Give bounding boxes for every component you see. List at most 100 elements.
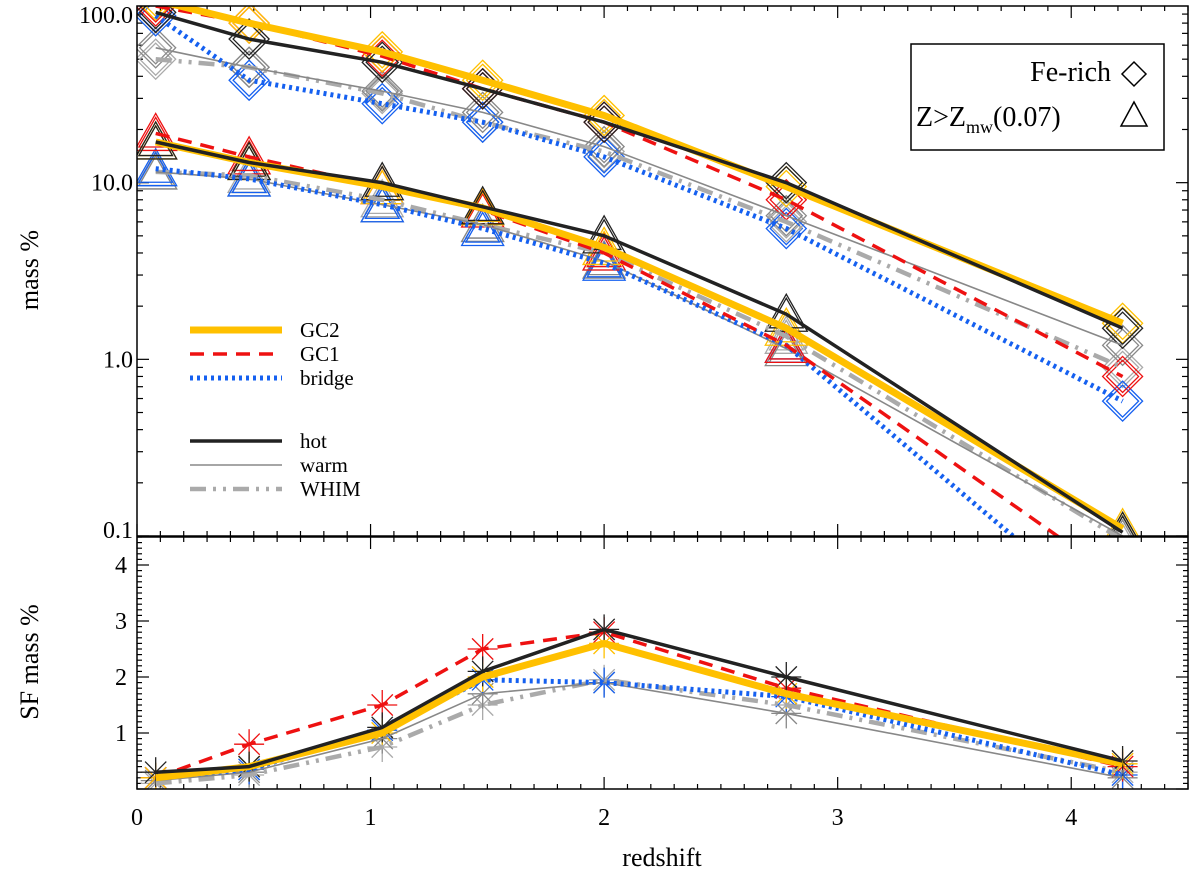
- triangle-marker: [1106, 612, 1140, 642]
- top-y-tick-label: 0.1: [103, 518, 133, 544]
- triangle-marker: [1102, 608, 1144, 645]
- x-tick-label: 3: [832, 805, 844, 831]
- series-line-whim-z-zmw: [155, 169, 1121, 536]
- series-line-bridge: [155, 677, 1124, 781]
- bottom-y-axis-title: SF mass %: [15, 604, 44, 720]
- diamond-marker: [228, 18, 271, 60]
- marker-legend-metallicity: Z>Zmw(0.07): [916, 102, 1061, 137]
- series-line-bridge-fe-rich: [154, 13, 1124, 404]
- triangle-marker: [1102, 562, 1144, 599]
- triangle-marker: [137, 112, 178, 152]
- top-y-axis-title: mass %: [15, 230, 44, 310]
- diamond-marker: [137, 26, 177, 69]
- triangle-marker: [137, 147, 178, 187]
- x-tick-label: 0: [131, 805, 143, 831]
- diamond-marker: [365, 74, 400, 108]
- legend-label-hot: hot: [300, 429, 327, 453]
- bottom-panel-frame: [136, 536, 1189, 790]
- bottom-panel-plot: [140, 614, 1138, 789]
- bottom-panel-axes: 0 1 2 3 4 1 2 3 4: [115, 536, 1189, 831]
- bottom-y-tick-label: 2: [115, 665, 127, 691]
- legend-label-warm: warm: [300, 453, 348, 477]
- diamond-marker: [587, 139, 622, 174]
- diamond-marker: [1101, 346, 1144, 389]
- x-tick-label: 2: [598, 805, 610, 831]
- bottom-y-tick-label: 1: [115, 721, 127, 747]
- diamond-marker: [365, 76, 400, 111]
- diamond-marker: [361, 72, 404, 115]
- triangle-marker: [137, 120, 178, 160]
- series-line-hot-z-zmw: [155, 140, 1124, 534]
- legend-label-whim: WHIM: [300, 477, 361, 501]
- diamond-marker: [583, 101, 626, 144]
- x-axis-title: redshift: [622, 843, 702, 872]
- top-y-tick-label: 100.0: [79, 3, 133, 29]
- triangle-marker: [137, 116, 174, 148]
- diamond-marker: [138, 6, 173, 23]
- diamond-marker: [587, 129, 622, 164]
- series-line-bridge-z-zmw: [155, 166, 1017, 536]
- diamond-marker: [583, 125, 626, 168]
- series-line-hot: [155, 627, 1124, 774]
- marker-legend-fe-rich: Fe-rich: [1030, 57, 1111, 88]
- legend-label-gc2: GC2: [300, 318, 340, 342]
- diamond-marker: [232, 22, 267, 56]
- series-line-hot-fe-rich: [155, 10, 1124, 330]
- diamond-marker: [461, 91, 504, 134]
- diamond-marker: [769, 198, 804, 233]
- top-panel-axes: 0.1 1.0 10.0 100.0: [79, 3, 1189, 544]
- diamond-marker: [587, 134, 622, 169]
- diamond-marker: [228, 46, 271, 89]
- diamond-marker: [361, 70, 404, 112]
- diamond-marker: [232, 50, 267, 85]
- top-panel-frame: [136, 5, 1189, 537]
- triangle-marker: [581, 239, 627, 279]
- diamond-marker: [583, 130, 626, 173]
- top-panel-plot: [137, 6, 1144, 645]
- marker-legend: Fe-rich Z>Zmw(0.07): [910, 43, 1165, 151]
- diamond-marker: [138, 30, 173, 65]
- triangle-icon: [1119, 100, 1149, 127]
- diamond-marker: [1105, 359, 1140, 394]
- series-line-warm-fe-rich: [155, 47, 1123, 347]
- x-tick-label: 1: [365, 805, 377, 831]
- diamond-marker: [465, 95, 500, 130]
- bottom-y-tick-label: 3: [115, 609, 127, 635]
- diamond-marker: [137, 6, 177, 34]
- series-line-warm: [155, 681, 1123, 782]
- diamond-marker: [465, 105, 500, 140]
- series-line-whim: [155, 677, 1124, 786]
- diamond-marker: [1105, 350, 1140, 385]
- diamond-marker: [140, 6, 171, 22]
- diamond-marker: [137, 6, 177, 27]
- diamond-marker: [765, 200, 808, 243]
- top-y-tick-label: 10.0: [91, 171, 133, 197]
- series-line-gc2-fe-rich: [165, 6, 1124, 327]
- diamond-marker: [361, 82, 404, 125]
- diamond-marker: [1101, 380, 1144, 423]
- diamond-marker: [765, 161, 808, 204]
- series-line-gc2: [155, 639, 1124, 782]
- diamond-marker: [765, 207, 808, 250]
- diamond-marker: [232, 63, 267, 98]
- diamond-marker: [769, 204, 804, 239]
- triangle-marker: [231, 139, 268, 172]
- diamond-marker: [1105, 384, 1140, 419]
- diamond-icon: [1120, 60, 1148, 88]
- marker-legend-box: [910, 43, 1165, 151]
- x-tick-label: 4: [1065, 805, 1077, 831]
- series-line-gc1: [155, 630, 1123, 780]
- diamond-marker: [1101, 324, 1144, 367]
- diamond-marker: [765, 194, 808, 237]
- legend-label-bridge: bridge: [300, 366, 354, 390]
- legend-label-gc1: GC1: [300, 342, 340, 366]
- diamond-marker: [361, 30, 404, 73]
- top-y-tick-label: 1.0: [103, 347, 133, 373]
- triangle-marker: [1106, 566, 1140, 596]
- panel-frames: [136, 5, 1189, 790]
- diamond-marker: [365, 86, 400, 121]
- diamond-marker: [1101, 355, 1144, 398]
- diamond-marker: [137, 38, 177, 81]
